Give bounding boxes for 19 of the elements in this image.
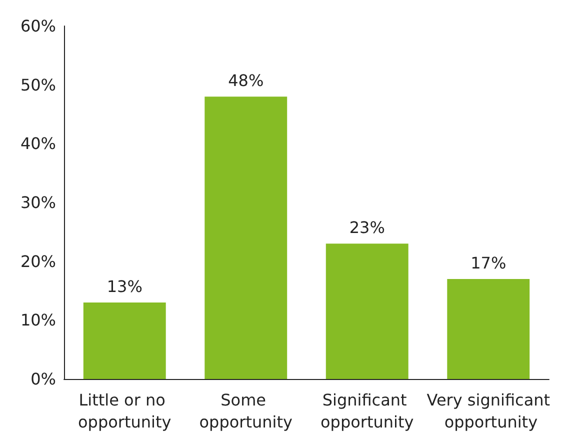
x-tick-label: Some opportunity [199,390,292,432]
bar [83,302,166,379]
y-tick-label: 10% [20,310,56,330]
x-tick-label: Little or no opportunity [78,390,172,432]
bar [326,244,408,379]
bar [204,96,288,379]
y-tick-label: 30% [20,193,56,212]
y-tick-label: 50% [20,75,56,94]
y-tick-label: 60% [20,16,56,36]
x-tick-label: Very significant opportunity [426,390,550,432]
data-label: 48% [228,71,264,90]
x-tick-label: Significant opportunity [320,390,414,432]
data-label: 17% [470,253,506,272]
bar [447,278,530,379]
y-tick-label: 20% [20,252,56,271]
y-tick-label: 40% [20,134,56,154]
data-label: 13% [106,277,142,296]
data-label: 23% [349,218,385,238]
y-tick-label: 0% [30,370,56,388]
